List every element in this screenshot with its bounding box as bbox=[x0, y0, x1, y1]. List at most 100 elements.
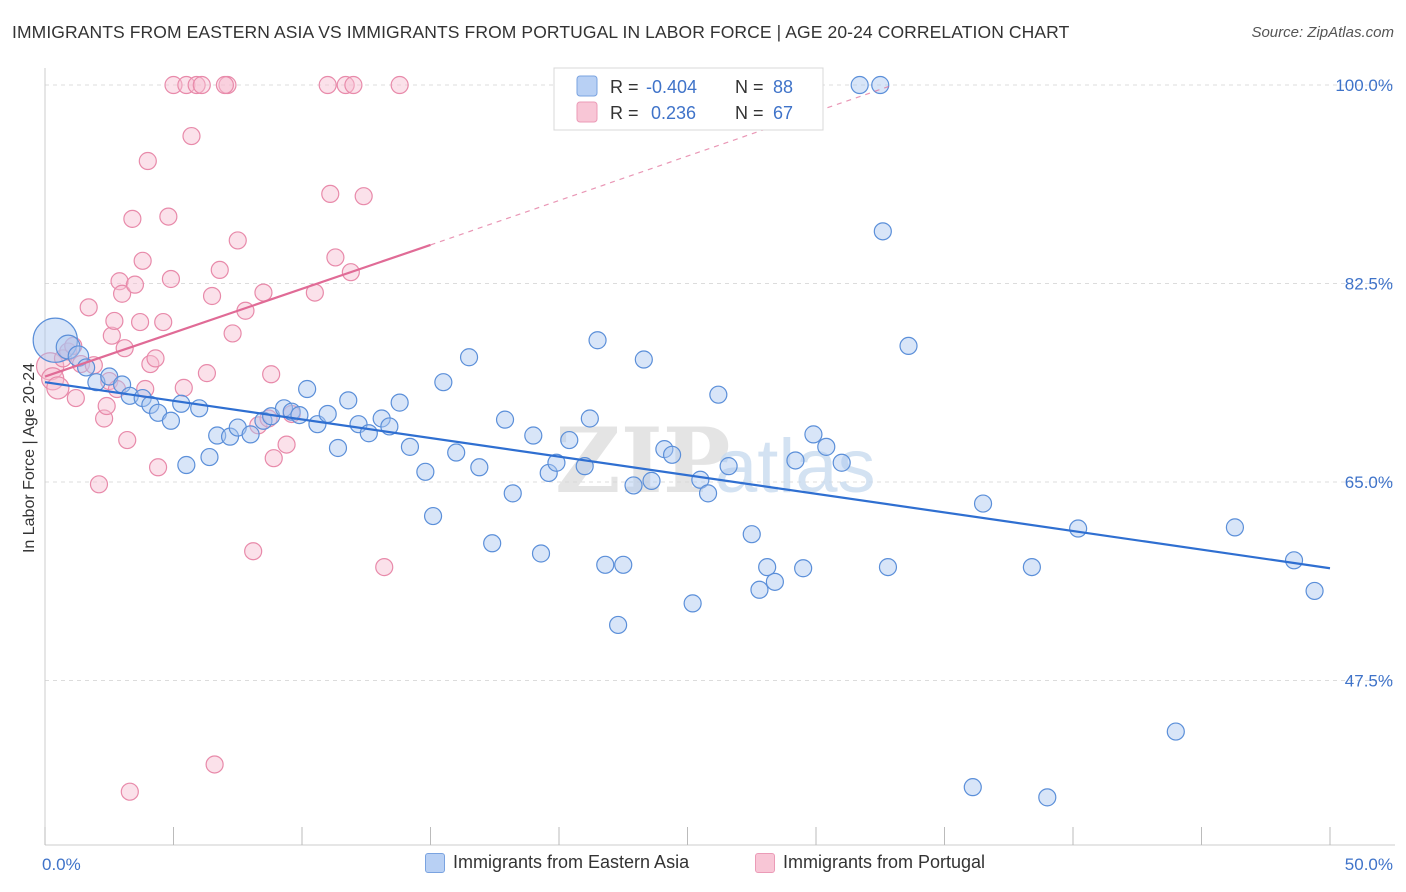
eastern-asia-point-75 bbox=[850, 75, 869, 95]
eastern-asia-point-19 bbox=[241, 425, 260, 444]
portugal-point-2 bbox=[46, 376, 70, 400]
legend-box bbox=[553, 67, 824, 131]
portugal-point-40 bbox=[202, 286, 222, 306]
eastern-asia-point-88 bbox=[1305, 581, 1324, 601]
eastern-asia-point-54 bbox=[609, 615, 628, 635]
eastern-asia-point-29 bbox=[339, 391, 358, 410]
portugal-point-7 bbox=[79, 298, 98, 317]
eastern-asia-point-66 bbox=[742, 525, 761, 544]
portugal-point-39 bbox=[197, 364, 217, 383]
eastern-asia-point-58 bbox=[642, 471, 661, 490]
eastern-asia-point-48 bbox=[547, 453, 566, 472]
portugal-point-24 bbox=[133, 251, 152, 270]
axes bbox=[44, 68, 1395, 846]
eastern-asia-point-28 bbox=[328, 438, 348, 458]
trend-lines bbox=[44, 84, 1331, 570]
portugal-point-62 bbox=[354, 187, 373, 206]
eastern-asia-point-63 bbox=[698, 484, 718, 503]
eastern-asia-point-24 bbox=[290, 405, 309, 425]
portugal-point-53 bbox=[277, 435, 296, 454]
eastern-asia-point-68 bbox=[758, 557, 777, 577]
portugal-point-52 bbox=[264, 449, 283, 468]
portugal-point-9 bbox=[89, 475, 109, 494]
bottom-legend-label-portugal: Immigrants from Portugal bbox=[783, 852, 986, 872]
legend-n-label-1: N = bbox=[735, 77, 764, 97]
eastern-asia-point-71 bbox=[794, 559, 813, 578]
portugal-point-21 bbox=[123, 209, 142, 228]
eastern-asia-point-44 bbox=[503, 484, 522, 503]
portugal-point-35 bbox=[177, 75, 196, 95]
eastern-asia-point-80 bbox=[963, 778, 982, 797]
x-tick-labels: 0.0% 50.0% bbox=[42, 855, 1393, 874]
portugal-point-56 bbox=[318, 75, 337, 95]
portugal-point-37 bbox=[187, 75, 206, 95]
eastern-asia-point-82 bbox=[1022, 557, 1041, 577]
eastern-asia-point-78 bbox=[878, 557, 898, 577]
eastern-asia-point-34 bbox=[390, 393, 409, 412]
portugal-point-49 bbox=[254, 283, 273, 302]
portugal-point-51 bbox=[262, 365, 281, 384]
y-axis-label: In Labor Force | Age 20-24 bbox=[21, 363, 38, 553]
eastern-asia-point-39 bbox=[447, 443, 466, 462]
eastern-asia-point-41 bbox=[470, 458, 489, 477]
portugal-point-47 bbox=[244, 542, 263, 561]
portugal-point-38 bbox=[192, 75, 211, 95]
eastern-asia-point-79 bbox=[899, 336, 918, 356]
portugal-point-34 bbox=[174, 378, 193, 397]
portugal-point-44 bbox=[223, 324, 242, 343]
x-tick-label-0: 0.0% bbox=[42, 855, 81, 874]
portugal-point-41 bbox=[205, 755, 224, 774]
eastern-asia-point-16 bbox=[208, 426, 227, 445]
eastern-asia-point-52 bbox=[588, 331, 607, 350]
eastern-asia-point-67 bbox=[750, 580, 769, 599]
eastern-asia-point-15 bbox=[200, 447, 219, 467]
portugal-point-11 bbox=[97, 396, 116, 416]
eastern-asia-point-47 bbox=[539, 463, 558, 483]
eastern-asia-point-60 bbox=[662, 445, 682, 464]
eastern-asia-point-49 bbox=[560, 430, 579, 450]
portugal-point-18 bbox=[115, 339, 134, 358]
portugal-point-22 bbox=[125, 275, 145, 294]
eastern-asia-point-87 bbox=[1284, 551, 1304, 570]
eastern-asia-point-14 bbox=[190, 399, 209, 418]
portugal-point-42 bbox=[210, 260, 229, 280]
portugal-point-65 bbox=[215, 75, 234, 95]
trend-line-portugal-extension bbox=[430, 84, 894, 246]
legend-n-value-2: 67 bbox=[773, 103, 793, 123]
eastern-asia-point-40 bbox=[459, 348, 479, 367]
eastern-asia-point-27 bbox=[318, 404, 337, 424]
portugal-point-30 bbox=[154, 312, 173, 332]
eastern-asia-point-81 bbox=[973, 494, 993, 513]
portugal-point-59 bbox=[336, 75, 355, 95]
portugal-point-27 bbox=[141, 354, 160, 374]
portugal-point-45 bbox=[228, 231, 247, 250]
eastern-asia-point-61 bbox=[683, 594, 702, 613]
trend-line-portugal bbox=[44, 243, 431, 378]
eastern-asia-point-25 bbox=[298, 379, 317, 399]
bottom-legend-item-portugal: Immigrants from Portugal bbox=[755, 852, 985, 873]
portugal-point-64 bbox=[390, 75, 409, 95]
eastern-asia-point-45 bbox=[524, 426, 543, 445]
y-tick-label-3: 100.0% bbox=[1335, 76, 1393, 95]
legend-swatch-blue bbox=[576, 75, 598, 97]
eastern-asia-point-38 bbox=[434, 373, 453, 392]
legend-swatch-pink bbox=[576, 101, 598, 123]
legend-n-label-2: N = bbox=[735, 103, 764, 123]
eastern-asia-point-17 bbox=[220, 427, 240, 446]
eastern-asia-point-53 bbox=[596, 555, 615, 574]
portugal-point-36 bbox=[182, 126, 201, 146]
eastern-asia-point-64 bbox=[709, 385, 728, 404]
portugal-point-23 bbox=[130, 312, 150, 332]
chart-title: IMMIGRANTS FROM EASTERN ASIA VS IMMIGRAN… bbox=[12, 22, 1070, 42]
y-tick-label-2: 82.5% bbox=[1345, 275, 1393, 294]
eastern-asia-point-83 bbox=[1038, 788, 1057, 807]
eastern-asia-point-56 bbox=[624, 476, 643, 495]
legend-r-value-1: -0.404 bbox=[646, 77, 697, 97]
eastern-asia-point-11 bbox=[161, 411, 181, 430]
eastern-asia-point-36 bbox=[416, 462, 435, 481]
eastern-asia-point-37 bbox=[423, 506, 443, 526]
x-tick-label-1: 50.0% bbox=[1345, 855, 1393, 874]
portugal-point-20 bbox=[120, 782, 139, 801]
eastern-asia-point-70 bbox=[786, 451, 805, 470]
